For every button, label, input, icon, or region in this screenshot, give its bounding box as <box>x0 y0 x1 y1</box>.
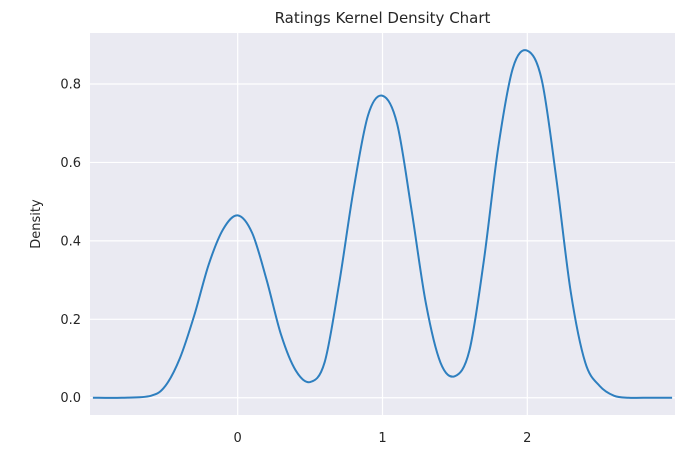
y-tick-label: 0.4 <box>60 234 81 249</box>
y-tick-label: 0.6 <box>60 156 81 171</box>
y-tick-label: 0.8 <box>60 77 81 92</box>
grid-lines <box>90 33 675 415</box>
y-tick-label: 0.2 <box>60 313 81 328</box>
series-layer <box>92 49 673 399</box>
x-tick-label: 1 <box>378 431 386 446</box>
tick-labels: 0.0 0.2 0.4 0.6 0.8 0 1 2 <box>60 77 531 446</box>
y-tick-label: 0.0 <box>60 391 81 406</box>
x-tick-label: 2 <box>523 431 531 446</box>
density-curve <box>92 49 673 399</box>
y-axis-label: Density <box>29 199 44 249</box>
chart-title: Ratings Kernel Density Chart <box>275 9 491 27</box>
x-tick-label: 0 <box>234 431 242 446</box>
